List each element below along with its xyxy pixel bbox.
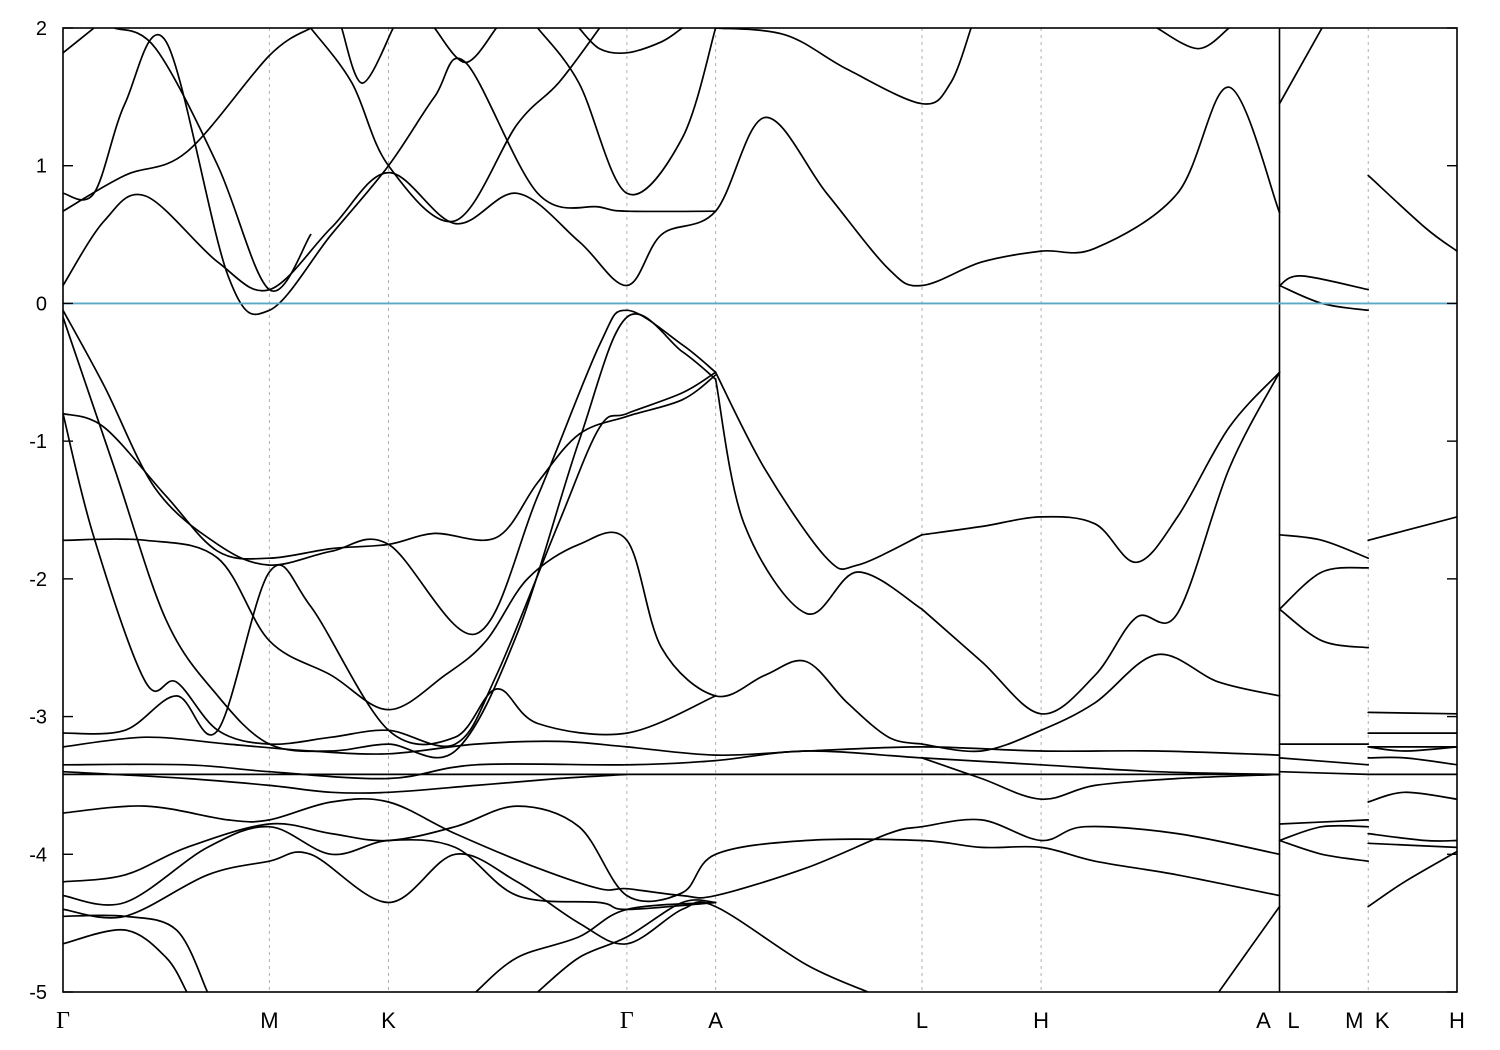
band-line-46 [1278, 819, 1370, 825]
band-line-34 [714, 371, 923, 570]
band-line-21 [63, 33, 717, 316]
band-line-56 [1367, 791, 1457, 803]
band-line-19 [63, 86, 1281, 292]
kpoint-label-M: M [1345, 1008, 1363, 1033]
band-line-13 [63, 825, 717, 911]
plot-frame [62, 27, 1458, 993]
kpoint-label-K: K [381, 1008, 396, 1033]
band-line-59 [1367, 850, 1457, 908]
band-line-49 [1367, 174, 1457, 252]
band-line-18 [536, 899, 717, 992]
band-line-14 [63, 851, 869, 992]
band-line-24 [309, 28, 601, 223]
band-line-41 [1278, 566, 1370, 611]
band-line-26 [340, 28, 395, 84]
band-line-10 [921, 757, 1281, 801]
kpoint-label-L: L [1287, 1008, 1299, 1033]
band-line-38 [1278, 284, 1370, 312]
band-line-51 [1367, 711, 1457, 715]
y-tick-label: 0 [36, 293, 47, 315]
band-line-60 [1367, 746, 1457, 752]
kpoint-label-H: H [1449, 1008, 1465, 1033]
band-line-22 [63, 28, 95, 54]
y-tick-label: -2 [29, 569, 47, 591]
band-line-9 [63, 770, 628, 795]
y-tick-label: -1 [29, 431, 47, 453]
grid-lines [268, 28, 1369, 992]
band-line-50 [1367, 516, 1457, 542]
band-line-47 [1278, 824, 1370, 842]
band-line-44 [1278, 757, 1370, 766]
y-axis-ticks: -5 -4 -3 -2 -1 0 1 2 [29, 18, 1457, 1004]
kpoint-label-H: H [1033, 1008, 1049, 1033]
band-line-5 [63, 564, 717, 746]
y-tick-label: 1 [36, 156, 47, 178]
band-line-17 [474, 901, 717, 992]
band-line-54 [1367, 756, 1457, 766]
kpoint-label-L: L [916, 1008, 928, 1033]
band-line-11 [63, 798, 1281, 899]
band-line-36 [1217, 905, 1281, 992]
band-line-1 [63, 313, 717, 759]
band-line-27 [536, 28, 717, 196]
band-line-25 [433, 28, 498, 64]
band-line-39 [1278, 28, 1323, 105]
band-line-2 [63, 371, 717, 748]
kpoint-label-K: K [1375, 1008, 1390, 1033]
band-line-20 [63, 28, 312, 213]
band-lines [63, 28, 1457, 992]
band-line-6 [63, 736, 1281, 757]
band-line-23 [113, 28, 312, 293]
band-line-15 [63, 914, 209, 992]
y-tick-label: -4 [29, 844, 47, 866]
band-line-57 [1367, 832, 1457, 842]
band-line-29 [714, 28, 972, 105]
kpoint-label-Γ: Γ [56, 1008, 70, 1034]
plot-border [62, 27, 1458, 993]
y-tick-label: -5 [29, 982, 47, 1004]
band-line-31 [921, 371, 1281, 564]
band-line-4 [63, 531, 923, 745]
band-line-28 [578, 28, 684, 55]
band-line-3 [63, 374, 717, 560]
kpoint-label-A: A [1256, 1008, 1271, 1033]
band-line-58 [1367, 842, 1457, 849]
kpoint-label-M: M [260, 1008, 278, 1033]
band-line-33 [921, 653, 1281, 753]
band-line-30 [1156, 28, 1230, 50]
band-line-42 [1278, 608, 1370, 649]
band-line-7 [63, 750, 1281, 780]
y-tick-label: -3 [29, 707, 47, 729]
band-line-48 [1278, 839, 1370, 863]
band-line-0 [63, 309, 717, 636]
band-line-35 [714, 378, 923, 615]
band-line-40 [1278, 533, 1370, 560]
band-line-16 [63, 928, 188, 992]
band-line-45 [1278, 770, 1370, 776]
band-line-32 [921, 371, 1281, 715]
kpoint-label-A: A [708, 1008, 723, 1033]
y-tick-label: 2 [36, 18, 47, 40]
band-line-12 [63, 805, 1281, 903]
band-line-37 [1278, 275, 1370, 291]
kpoint-label-Γ: Γ [620, 1008, 634, 1034]
